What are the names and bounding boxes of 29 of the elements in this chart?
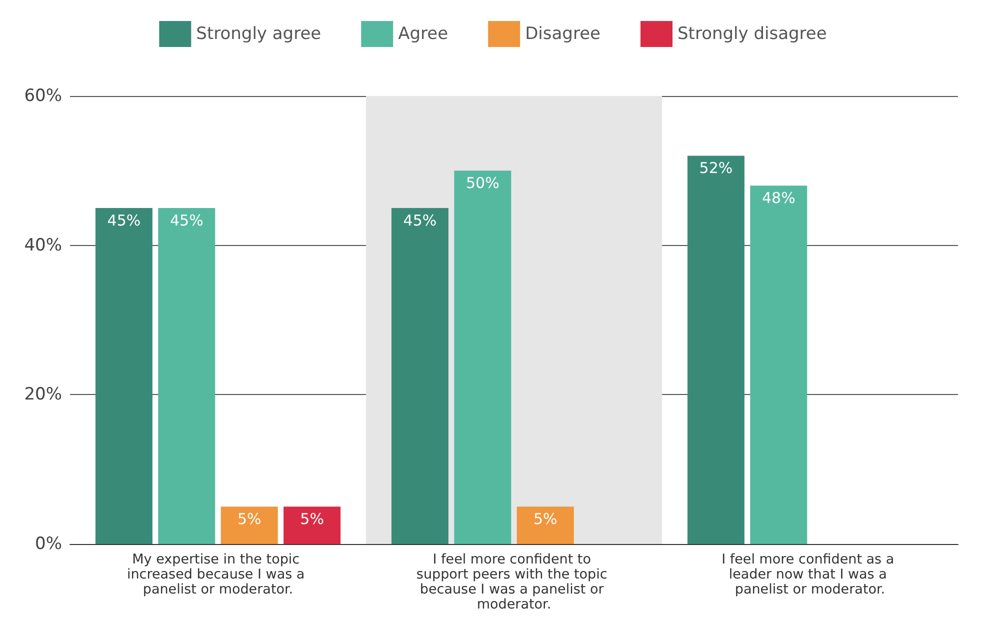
x-tick-label: My expertise in the topic increased because I was a panelist or moderator. (127, 552, 309, 598)
data-label: 45% (170, 212, 204, 230)
bar (391, 208, 448, 544)
x-tick-label: I feel more confident to support peers with the topic because I was a panelist or moderator. (416, 552, 612, 612)
bar (454, 170, 512, 544)
bar (158, 208, 216, 544)
data-label: 48% (762, 189, 796, 208)
data-label: 5% (533, 510, 558, 528)
y-tick-label: 0% (35, 534, 62, 554)
bar (95, 208, 152, 544)
bar (750, 186, 808, 544)
data-label: 50% (466, 174, 500, 192)
data-label: 45% (403, 212, 437, 230)
data-label: 45% (107, 212, 141, 230)
bar (687, 156, 744, 544)
bar (516, 506, 574, 544)
data-label: 5% (237, 510, 262, 528)
legend-label: Strongly disagree (678, 24, 827, 44)
x-tick-label: I feel more confident as a leader now that I was a panelist or moderator. (722, 552, 898, 598)
y-tick-label: 60% (24, 86, 62, 106)
y-tick-label: 20% (24, 384, 62, 405)
bar (284, 506, 341, 544)
data-label: 52% (699, 159, 733, 178)
bar (220, 506, 278, 544)
data-label: 5% (300, 510, 324, 528)
y-tick-label: 40% (24, 235, 62, 256)
legend-label: Strongly agree (196, 24, 322, 44)
legend-label: Agree (398, 24, 448, 44)
legend-label: Disagree (525, 24, 601, 44)
